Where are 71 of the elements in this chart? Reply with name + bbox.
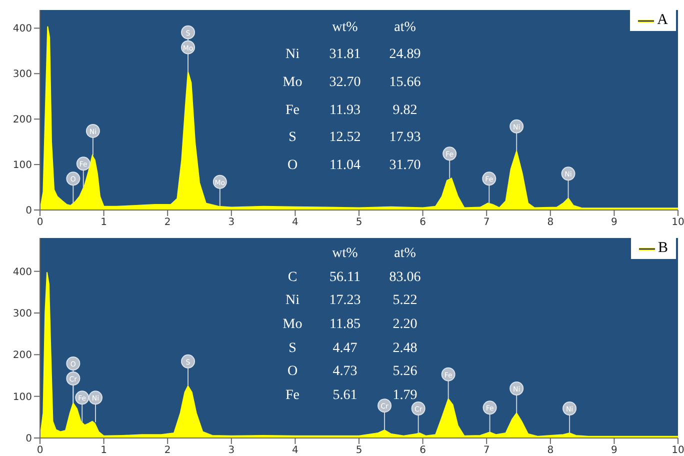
annotation: 17.93 [388, 130, 422, 146]
x-tick-label: 0 [36, 445, 44, 456]
annotation: S [288, 340, 298, 357]
x-tick-label: 2 [164, 445, 171, 456]
annotation: 31.81 [328, 47, 362, 64]
annotation: 2.20 [392, 316, 418, 333]
annotation: O [286, 364, 299, 380]
x-tick-label: 6 [420, 217, 426, 228]
annotation: C [286, 270, 298, 286]
annotation: 5.26 [392, 364, 418, 380]
y-tick-label: 0 [26, 434, 32, 445]
x-tick-label: 5 [356, 445, 362, 456]
y-tick-label: 0 [26, 206, 32, 217]
y-tick-label: 100 [12, 160, 32, 172]
annotation: at% [393, 20, 417, 36]
x-tick-label: 3 [228, 445, 235, 456]
x-tick-label: 4 [292, 445, 298, 456]
x-tick-label: 3 [228, 217, 235, 228]
y-tick-label: 400 [12, 24, 32, 35]
x-tick-label: 6 [420, 445, 426, 456]
annotation: 11.85 [328, 316, 362, 333]
x-tick-label: 9 [611, 217, 618, 228]
x-tick-label: 2 [164, 217, 171, 228]
annotation: 31.70 [388, 158, 422, 174]
y-tick-label: 300 [12, 308, 32, 320]
annotation: 5.61 [332, 388, 358, 404]
x-tick-label: 5 [356, 217, 362, 228]
annotation: Fe [284, 388, 300, 404]
annotation: 12.52 [328, 130, 362, 146]
annotation: Fe [284, 102, 300, 119]
annotation: Ni [284, 47, 300, 64]
annotation: 4.73 [332, 364, 358, 380]
x-tick-label: 7 [483, 217, 490, 228]
x-tick-label: 10 [672, 445, 684, 456]
annotation: S [288, 130, 298, 146]
y-tick-label: 200 [12, 114, 32, 126]
x-tick-label: 8 [547, 445, 554, 456]
x-tick-label: 7 [483, 445, 490, 456]
annotation: 11.93 [328, 102, 362, 119]
annotation: 56.11 [328, 270, 362, 286]
y-tick-label: 400 [12, 266, 32, 278]
y-tick-label: 200 [12, 350, 32, 362]
x-tick-label: 9 [611, 445, 618, 456]
y-tick-label: 300 [12, 69, 32, 80]
annotation: at% [393, 246, 417, 262]
annotation: 24.89 [388, 47, 422, 64]
annotation: Ni [284, 293, 300, 310]
x-tick-label: 1 [100, 217, 107, 228]
annotation: 4.47 [332, 340, 358, 357]
annotation: wt% [331, 20, 359, 36]
y-tick-label: 100 [12, 392, 32, 403]
legend-label: A [657, 12, 668, 29]
x-tick-label: 0 [36, 217, 44, 228]
x-tick-label: 1 [100, 445, 107, 456]
annotation: 2.48 [392, 340, 418, 357]
annotation: 9.82 [392, 102, 418, 119]
annotation: 17.23 [328, 293, 362, 310]
annotation: Mo [282, 316, 304, 333]
annotation: 15.66 [388, 75, 422, 92]
annotation: 83.06 [388, 270, 422, 286]
annotation: 1.79 [392, 388, 418, 404]
x-tick-label: 8 [547, 217, 554, 228]
annotation: wt% [331, 246, 359, 262]
annotation: Mo [282, 75, 304, 92]
annotation: O [286, 158, 299, 174]
x-tick-label: 10 [672, 217, 684, 228]
x-tick-label: 4 [292, 217, 298, 228]
annotation: 5.22 [392, 293, 418, 310]
annotation: 11.04 [328, 158, 362, 174]
legend-label: B [658, 240, 668, 257]
annotation: 32.70 [328, 75, 362, 92]
